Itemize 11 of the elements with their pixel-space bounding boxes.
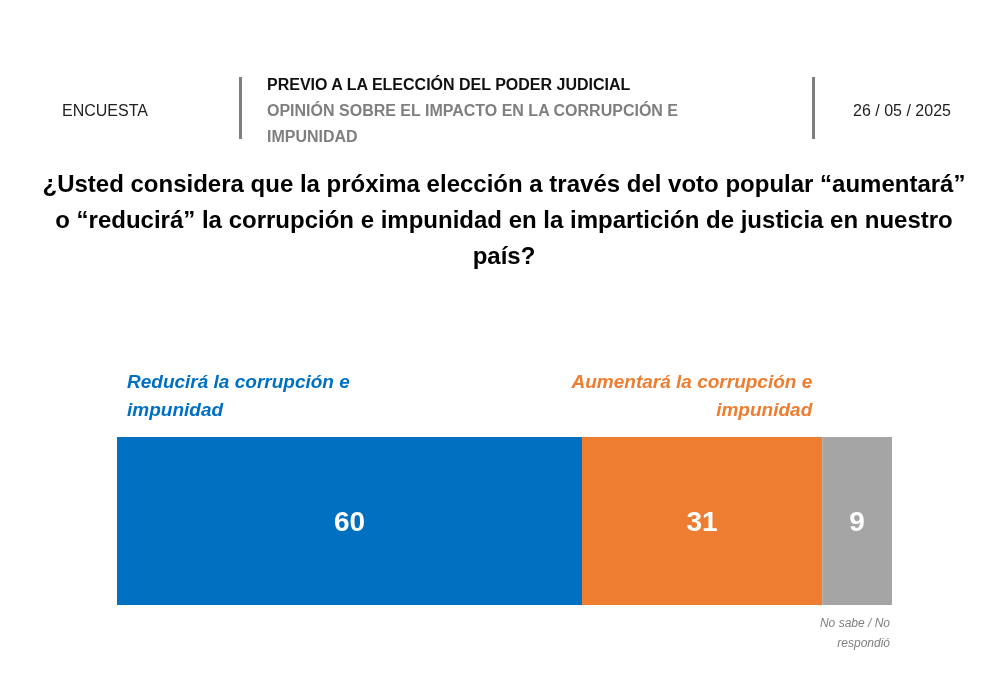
data-label: 31 (686, 506, 718, 537)
series-label: No sabe / No respondió (819, 616, 891, 650)
data-label: 9 (849, 506, 865, 537)
data-label: 60 (333, 506, 366, 537)
series-label: Reducirá la corrupción e impunidad (127, 371, 351, 420)
chart-title: ¿Usted considera que la próxima elección a través del voto popular “aumentará” o “reducirá” la corrupción e impunidad en la impartición de justicia en nuestro país? (42, 170, 966, 269)
text: 26 / 05 / 2025 (853, 102, 952, 119)
series-label: Aumentará la corrupción e impunidad (570, 371, 813, 420)
text: ENCUESTA (62, 102, 149, 119)
chart-subtitle: PREVIO A LA ELECCIÓN DEL PODER JUDICIAL (267, 75, 631, 93)
text: OPINIÓN SOBRE EL IMPACTO EN LA CORRUPCIÓN E IMPUNIDAD (267, 101, 679, 145)
